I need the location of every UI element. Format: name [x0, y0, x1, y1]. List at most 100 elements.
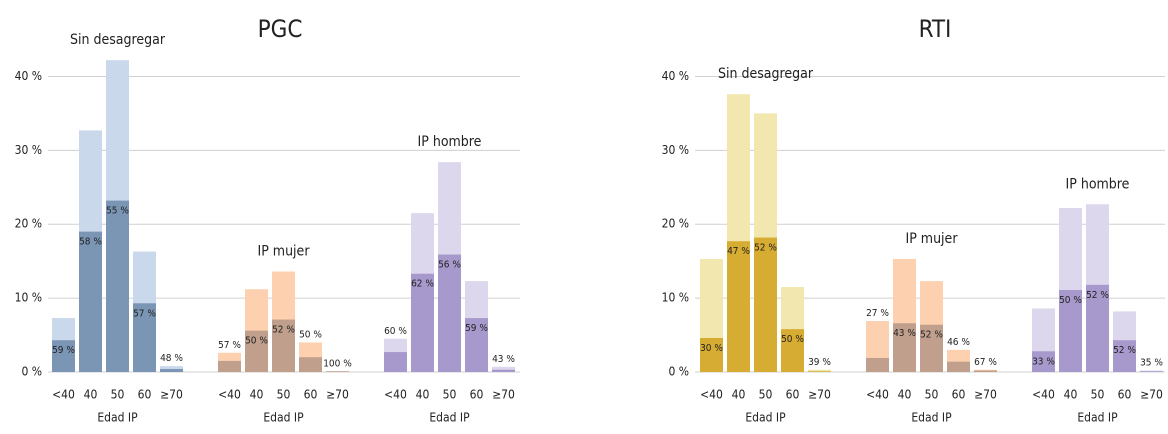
chart-title: PGC — [258, 15, 303, 43]
x-tick-label: <40 — [700, 388, 723, 402]
group-label: IP hombre — [418, 134, 482, 150]
bar-inner — [1113, 340, 1136, 372]
value-label: 50 % — [781, 334, 804, 345]
group-label: IP mujer — [258, 244, 311, 260]
bar-inner — [781, 329, 804, 372]
x-tick-label: 60 — [304, 388, 318, 402]
x-tick-label: 40 — [1064, 388, 1078, 402]
value-label: 33 % — [1032, 356, 1055, 367]
value-label: 30 % — [700, 343, 723, 354]
x-tick-label: ≥70 — [326, 388, 349, 402]
group-label: IP hombre — [1066, 176, 1130, 192]
bar-inner — [700, 338, 723, 372]
bar-inner — [1032, 351, 1055, 372]
y-tick-label: 40 % — [15, 69, 42, 83]
group-label: IP mujer — [906, 231, 959, 247]
y-tick-label: 0 % — [668, 365, 689, 379]
x-tick-label: 40 — [416, 388, 430, 402]
bar-inner — [1059, 289, 1082, 372]
x-tick-label: 40 — [898, 388, 912, 402]
value-label: 27 % — [866, 308, 889, 319]
bar — [808, 369, 831, 372]
bar-inner — [893, 323, 916, 372]
x-axis-label: Edad IP — [1077, 411, 1118, 425]
value-label: 50 % — [1059, 295, 1082, 306]
value-label: 57 % — [218, 340, 241, 351]
value-label: 50 % — [299, 329, 322, 340]
value-label: 67 % — [974, 357, 997, 368]
value-label: 52 % — [1113, 345, 1136, 356]
x-tick-label: ≥70 — [974, 388, 997, 402]
value-label: 59 % — [52, 345, 75, 356]
value-label: 43 % — [492, 354, 515, 365]
x-tick-label: 40 — [84, 388, 98, 402]
x-tick-label: 40 — [250, 388, 264, 402]
bar-inner — [438, 254, 461, 372]
x-tick-label: 60 — [786, 388, 800, 402]
x-tick-label: 50 — [277, 388, 291, 402]
x-tick-label: ≥70 — [492, 388, 515, 402]
bar-inner — [133, 303, 156, 372]
bar-inner — [106, 200, 129, 372]
value-label: 55 % — [106, 206, 129, 217]
x-tick-label: <40 — [52, 388, 75, 402]
bar-inner — [52, 340, 75, 372]
x-axis-label: Edad IP — [745, 411, 786, 425]
y-tick-label: 0 % — [21, 365, 42, 379]
value-label: 100 % — [323, 358, 352, 369]
x-tick-label: 60 — [952, 388, 966, 402]
value-label: 52 % — [920, 330, 943, 341]
group-label: Sin desagregar — [70, 32, 166, 48]
value-label: 52 % — [754, 243, 777, 254]
value-label: 46 % — [947, 337, 970, 348]
value-label: 59 % — [465, 323, 488, 334]
y-tick-label: 10 % — [662, 291, 689, 305]
bar-inner — [272, 319, 295, 372]
x-tick-label: <40 — [866, 388, 889, 402]
value-label: 35 % — [1140, 358, 1163, 369]
bar-inner — [1086, 284, 1109, 372]
y-tick-label: 30 % — [15, 143, 42, 157]
y-tick-label: 10 % — [15, 291, 42, 305]
bar-inner — [866, 357, 889, 372]
bar-inner — [218, 360, 241, 372]
bar-inner — [326, 371, 349, 372]
x-tick-label: ≥70 — [808, 388, 831, 402]
value-label: 43 % — [893, 328, 916, 339]
bar-inner — [411, 273, 434, 372]
bar-inner — [245, 330, 268, 372]
x-tick-label: 50 — [925, 388, 939, 402]
x-tick-label: 50 — [443, 388, 457, 402]
chart-title: RTI — [919, 15, 952, 43]
bar-inner — [465, 318, 488, 372]
x-axis-label: Edad IP — [429, 411, 470, 425]
bar-inner — [299, 357, 322, 372]
x-tick-label: 50 — [1091, 388, 1105, 402]
x-tick-label: 50 — [111, 388, 125, 402]
value-label: 58 % — [79, 237, 102, 248]
x-axis-label: Edad IP — [911, 411, 952, 425]
value-label: 52 % — [272, 325, 295, 336]
bar-inner — [160, 369, 183, 372]
bar-inner — [920, 324, 943, 372]
value-label: 50 % — [245, 336, 268, 347]
x-tick-label: 60 — [1118, 388, 1132, 402]
x-axis-label: Edad IP — [97, 411, 138, 425]
bar-inner — [974, 370, 997, 372]
bar-inner — [1140, 371, 1163, 372]
bar — [492, 366, 515, 372]
y-tick-label: 30 % — [662, 143, 689, 157]
value-label: 39 % — [808, 357, 831, 368]
value-label: 57 % — [133, 308, 156, 319]
bar-inner — [754, 237, 777, 372]
bar-inner — [947, 361, 970, 372]
bar-inner — [727, 241, 750, 372]
x-tick-label: ≥70 — [160, 388, 183, 402]
x-tick-label: <40 — [218, 388, 241, 402]
value-label: 62 % — [411, 279, 434, 290]
value-label: 52 % — [1086, 290, 1109, 301]
group-label: Sin desagregar — [718, 66, 814, 82]
value-label: 48 % — [160, 353, 183, 364]
x-tick-label: 60 — [470, 388, 484, 402]
